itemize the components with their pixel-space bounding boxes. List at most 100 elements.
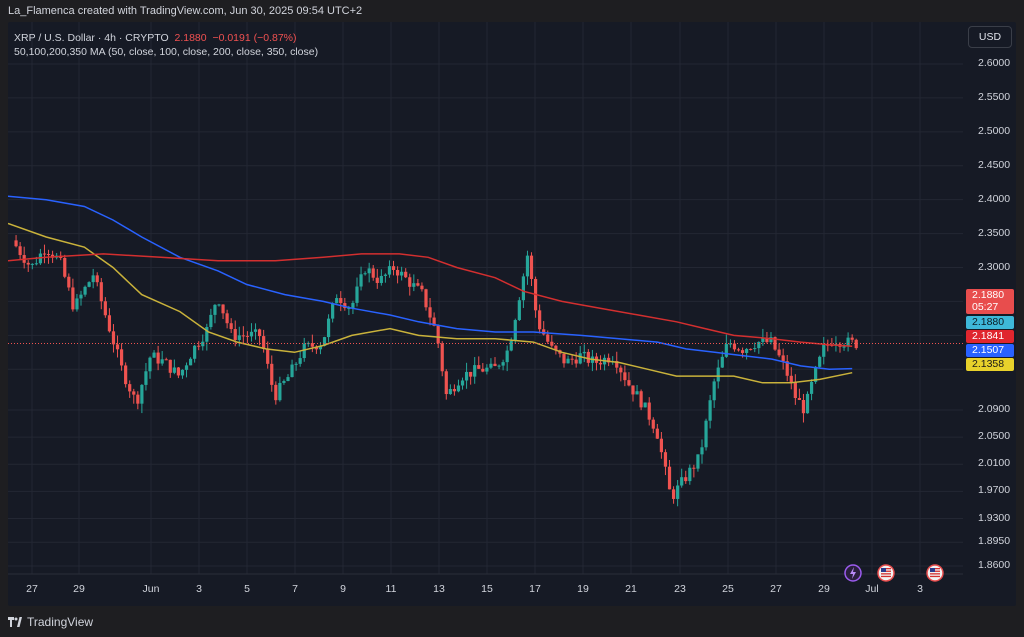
candle-body <box>400 271 404 276</box>
price-chart[interactable]: 27 29 Jun 3 5 7 9 11 13 15 17 19 21 23 25 27 29 Jul 3 <box>8 22 1016 606</box>
candle-body <box>659 438 663 453</box>
time-axis-label: 15 <box>481 583 493 595</box>
flash-icon[interactable] <box>844 564 862 582</box>
time-axis-label: 3 <box>196 583 202 595</box>
time-axis-label: 3 <box>917 583 923 595</box>
candle-body <box>363 273 367 275</box>
price-axis-label: 1.9700 <box>978 484 1011 497</box>
candle-body <box>517 300 521 321</box>
ma-line-yellow <box>8 222 853 384</box>
candle-body <box>428 307 432 318</box>
candle-body <box>119 349 124 366</box>
candle-body <box>351 302 355 309</box>
candle-body <box>225 313 229 324</box>
candle-body <box>696 454 700 469</box>
candle-body <box>209 314 213 328</box>
candle-body <box>245 335 250 337</box>
candle-body <box>213 304 217 315</box>
legend: XRP / U.S. Dollar · 4h · CRYPTO 2.1880 −… <box>14 31 318 59</box>
time-axis-label: Jul <box>865 583 878 595</box>
price-axis-label: 2.6000 <box>978 57 1011 69</box>
candle-body <box>128 384 132 392</box>
candle-body <box>456 385 461 392</box>
candle-body <box>671 489 676 499</box>
candle-body <box>440 343 444 372</box>
candle-body <box>566 358 570 364</box>
price-axis-label: 2.5500 <box>978 90 1011 103</box>
candle-body <box>745 348 749 353</box>
currency-button[interactable]: USD <box>968 26 1012 48</box>
chart-area[interactable]: 27 29 Jun 3 5 7 9 11 13 15 17 19 21 23 25 27 29 Jul 3 <box>8 22 1016 606</box>
candle-body <box>290 364 294 378</box>
candle-body <box>331 303 335 319</box>
candle-body <box>34 263 38 265</box>
candle-body <box>757 342 761 349</box>
price-axis-label: 1.8600 <box>978 559 1011 571</box>
candle-body <box>822 344 826 357</box>
candle-body <box>229 323 233 330</box>
candle-body <box>546 334 550 342</box>
candle-body <box>619 367 623 373</box>
candle-body <box>160 359 164 364</box>
last-price: 2.1880 <box>174 32 207 44</box>
candle-body <box>521 276 526 301</box>
candle-body <box>383 274 388 276</box>
us-flag-icon[interactable] <box>877 564 895 582</box>
candle-body <box>809 381 814 394</box>
candle-body <box>14 240 18 247</box>
candle-body <box>184 365 189 370</box>
candle-body <box>278 382 282 401</box>
candle-body <box>801 399 806 414</box>
candle-body <box>46 254 51 256</box>
candle-body <box>493 363 497 367</box>
candle-body <box>404 271 408 278</box>
candle-body <box>485 367 489 372</box>
bottom-bar: TradingView <box>0 606 1024 637</box>
candle-body <box>371 268 375 278</box>
candle-body <box>720 356 724 368</box>
candle-body <box>793 382 797 399</box>
candle-body <box>598 362 603 365</box>
candle-body <box>115 344 120 350</box>
price-axis-label: 2.3500 <box>978 226 1011 239</box>
candle-body <box>805 393 810 414</box>
candle-body <box>298 358 302 364</box>
time-axis-label: 11 <box>386 583 397 595</box>
indicator-label: 50,100,200,350 MA (50, close, 100, close… <box>14 46 319 58</box>
candle-body <box>18 246 22 256</box>
candle-body <box>302 343 306 359</box>
candle-body <box>164 359 168 361</box>
candle-body <box>148 357 152 372</box>
candle-body <box>781 355 785 362</box>
candle-body <box>513 320 517 341</box>
candle-body <box>270 363 274 385</box>
time-axis-label: 27 <box>770 583 782 595</box>
candle-body <box>716 367 720 382</box>
candle-body <box>448 389 452 395</box>
us-flag-icon[interactable] <box>926 564 944 582</box>
candle-body <box>103 301 107 316</box>
candle-body <box>651 419 655 429</box>
candle-body <box>136 394 140 404</box>
candle-body <box>647 402 651 420</box>
candle-body <box>749 348 753 350</box>
tradingview-brand[interactable]: TradingView <box>8 615 93 629</box>
candle-body <box>180 369 185 376</box>
ma-price-tag-blue: 2.1507 <box>966 344 1014 357</box>
candle-body <box>314 346 319 350</box>
time-axis-label: 21 <box>625 583 637 595</box>
candle-body <box>63 257 67 277</box>
candle-body <box>724 344 728 357</box>
time-axis-label: 13 <box>433 583 445 595</box>
time-axis-label: 9 <box>340 583 346 595</box>
candle-body <box>765 337 769 343</box>
candle-body <box>769 337 773 343</box>
candle-body <box>87 282 91 287</box>
candle-body <box>107 315 112 332</box>
candle-body <box>294 363 298 365</box>
time-axis-label: 17 <box>529 583 541 595</box>
candle-body <box>172 367 176 373</box>
candle-body <box>75 298 79 310</box>
candle-body <box>193 345 197 359</box>
candle-body <box>736 349 741 351</box>
